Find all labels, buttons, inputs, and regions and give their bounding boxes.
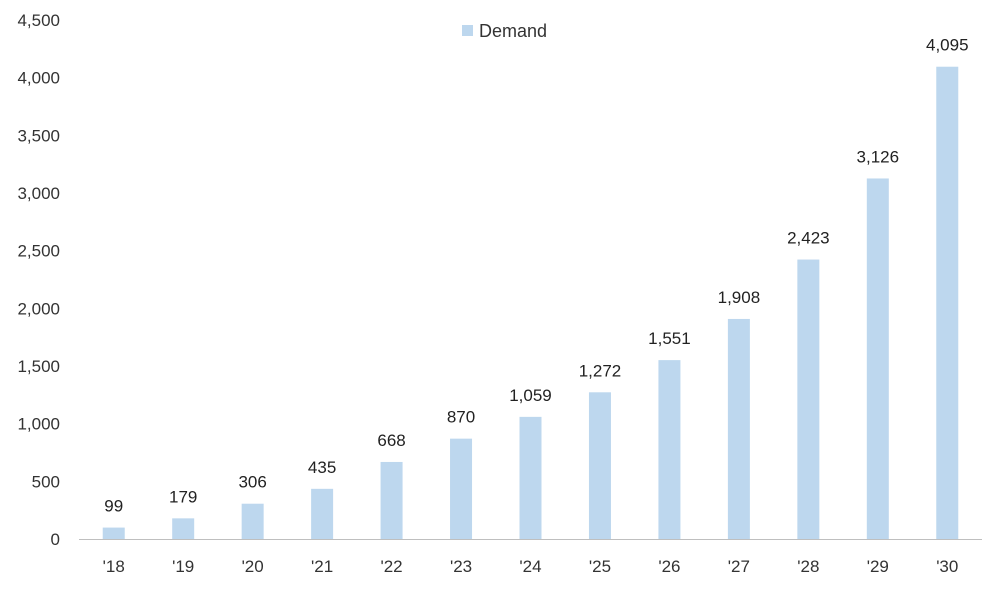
y-tick-label: 500 [32,472,60,491]
y-tick-label: 1,500 [17,357,60,376]
data-label: 99 [104,497,123,516]
x-tick-label: '24 [519,557,541,576]
y-axis: 0 500 1,000 1,500 2,000 2,500 3,000 3,500 4,000 4… [17,11,60,549]
bar [311,488,334,539]
bars-group [102,66,959,540]
data-label: 668 [377,431,405,450]
x-tick-label: '23 [450,557,472,576]
x-axis: '18 '19 '20 '21 '22 '23 '24 '25 '26 '27 '28 '29 '30 [79,539,982,576]
data-label: 1,059 [509,386,552,405]
legend: Demand [462,21,547,41]
data-label: 435 [308,458,336,477]
data-label: 1,551 [648,329,691,348]
bar [380,461,403,539]
data-label: 870 [447,408,475,427]
data-labels-group: 99 179 306 435 668 870 1,059 1,272 1,551 1,908 2,4… [104,36,968,516]
bar [797,259,820,539]
bar [936,66,959,540]
y-tick-label: 2,000 [17,299,60,318]
x-tick-label: '22 [380,557,402,576]
y-tick-label: 0 [51,530,60,549]
y-tick-label: 4,500 [17,11,60,30]
y-tick-label: 3,500 [17,126,60,145]
legend-swatch-demand [462,25,473,36]
bar [588,392,611,539]
x-tick-label: '19 [172,557,194,576]
bar [172,518,195,539]
x-tick-label: '30 [936,557,958,576]
x-tick-label: '27 [728,557,750,576]
y-tick-label: 1,000 [17,415,60,434]
x-tick-label: '21 [311,557,333,576]
data-label: 179 [169,487,197,506]
bar [450,438,473,539]
bar [727,318,750,539]
x-tick-label: '28 [797,557,819,576]
y-tick-label: 2,500 [17,242,60,261]
data-label: 1,272 [579,361,622,380]
bar [102,527,125,539]
x-tick-label: '18 [103,557,125,576]
bar [658,360,681,539]
legend-label-demand: Demand [479,21,547,41]
y-tick-label: 3,000 [17,184,60,203]
bar [866,178,889,539]
data-label: 2,423 [787,229,830,248]
data-label: 306 [238,473,266,492]
bar [519,416,542,539]
data-label: 4,095 [926,36,969,55]
x-tick-label: '20 [242,557,264,576]
y-tick-label: 4,000 [17,69,60,88]
bar [241,503,264,539]
data-label: 3,126 [857,147,900,166]
x-tick-label: '26 [658,557,680,576]
x-tick-label: '25 [589,557,611,576]
x-tick-label: '29 [867,557,889,576]
data-label: 1,908 [718,288,761,307]
